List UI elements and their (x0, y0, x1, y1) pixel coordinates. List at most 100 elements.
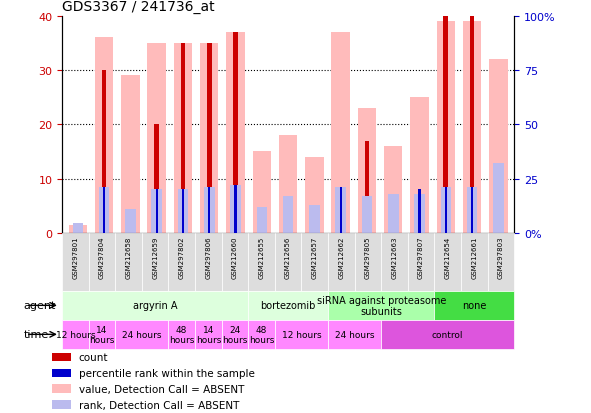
Text: siRNA against proteasome
subunits: siRNA against proteasome subunits (317, 295, 446, 316)
Text: 24 hours: 24 hours (122, 330, 161, 339)
Bar (256, 207, 267, 233)
Bar (168, 233, 195, 291)
Text: 48
hours: 48 hours (169, 325, 194, 344)
Bar (182, 190, 184, 233)
Bar (62, 320, 89, 349)
Text: rank, Detection Call = ABSENT: rank, Detection Call = ABSENT (79, 400, 239, 410)
Text: GSM212656: GSM212656 (285, 236, 291, 278)
Bar (309, 205, 320, 233)
Bar (235, 186, 236, 233)
Bar (305, 157, 324, 233)
Bar (62, 291, 248, 320)
Text: 24 hours: 24 hours (335, 330, 374, 339)
Text: GSM212657: GSM212657 (311, 236, 318, 278)
Bar (200, 44, 219, 233)
Text: GSM297803: GSM297803 (498, 236, 504, 279)
Text: GSM212658: GSM212658 (125, 236, 132, 278)
Bar (463, 22, 481, 233)
Bar (355, 233, 381, 291)
Bar (99, 188, 109, 233)
Text: 12 hours: 12 hours (56, 330, 95, 339)
Text: control: control (432, 330, 463, 339)
Bar (195, 320, 222, 349)
Bar (89, 233, 115, 291)
Bar (471, 188, 473, 233)
Bar (414, 195, 425, 233)
Bar (226, 33, 245, 233)
Bar (434, 291, 514, 320)
Text: 14
hours: 14 hours (196, 325, 221, 344)
Bar (489, 60, 508, 233)
Text: GSM297805: GSM297805 (365, 236, 371, 279)
Bar (410, 98, 428, 233)
Text: count: count (79, 352, 108, 362)
Text: GSM212654: GSM212654 (444, 236, 451, 278)
Bar (275, 320, 328, 349)
Bar (328, 291, 434, 320)
Text: none: none (462, 301, 486, 311)
Bar (362, 197, 372, 233)
Bar (437, 22, 455, 233)
Text: agent: agent (24, 301, 56, 311)
Bar (381, 233, 408, 291)
Bar (443, 17, 448, 233)
Bar (467, 188, 478, 233)
Text: value, Detection Call = ABSENT: value, Detection Call = ABSENT (79, 384, 244, 394)
Bar (154, 125, 159, 233)
Bar (95, 38, 113, 233)
Bar (52, 369, 71, 377)
Bar (125, 209, 136, 233)
Bar (52, 385, 71, 393)
Bar (332, 33, 350, 233)
Bar (358, 109, 376, 233)
Bar (195, 233, 222, 291)
Text: GDS3367 / 241736_at: GDS3367 / 241736_at (62, 0, 215, 14)
Text: GSM212655: GSM212655 (258, 236, 265, 278)
Bar (207, 44, 212, 233)
Text: GSM212662: GSM212662 (338, 236, 345, 278)
Bar (52, 353, 71, 362)
Bar (418, 190, 421, 233)
Bar (275, 233, 301, 291)
Bar (328, 233, 355, 291)
Text: percentile rank within the sample: percentile rank within the sample (79, 368, 255, 378)
Text: 14
hours: 14 hours (89, 325, 115, 344)
Bar (384, 147, 402, 233)
Bar (408, 233, 434, 291)
Bar (102, 71, 106, 233)
Bar (340, 188, 342, 233)
Bar (151, 190, 162, 233)
Bar (434, 233, 461, 291)
Bar (103, 188, 105, 233)
Bar (365, 141, 369, 233)
Bar (336, 188, 346, 233)
Bar (69, 225, 87, 233)
Text: bortezomib: bortezomib (261, 301, 316, 311)
Bar (301, 233, 328, 291)
Bar (440, 188, 451, 233)
Bar (121, 76, 139, 233)
Bar (493, 164, 504, 233)
Bar (208, 188, 210, 233)
Bar (73, 223, 83, 233)
Bar (388, 195, 398, 233)
Text: argyrin A: argyrin A (133, 301, 177, 311)
Bar (470, 17, 475, 233)
Bar (252, 152, 271, 233)
Bar (115, 233, 142, 291)
Bar (461, 233, 488, 291)
Bar (181, 44, 186, 233)
Text: 12 hours: 12 hours (281, 330, 322, 339)
Bar (328, 320, 381, 349)
Text: GSM212663: GSM212663 (391, 236, 398, 279)
Bar (233, 33, 238, 233)
Text: GSM297807: GSM297807 (418, 236, 424, 279)
Text: 48
hours: 48 hours (249, 325, 274, 344)
Bar (488, 233, 514, 291)
Bar (155, 190, 158, 233)
Text: GSM297806: GSM297806 (205, 236, 212, 279)
Bar (174, 44, 192, 233)
Text: GSM212659: GSM212659 (152, 236, 158, 278)
Text: time: time (24, 330, 49, 339)
Bar (248, 291, 328, 320)
